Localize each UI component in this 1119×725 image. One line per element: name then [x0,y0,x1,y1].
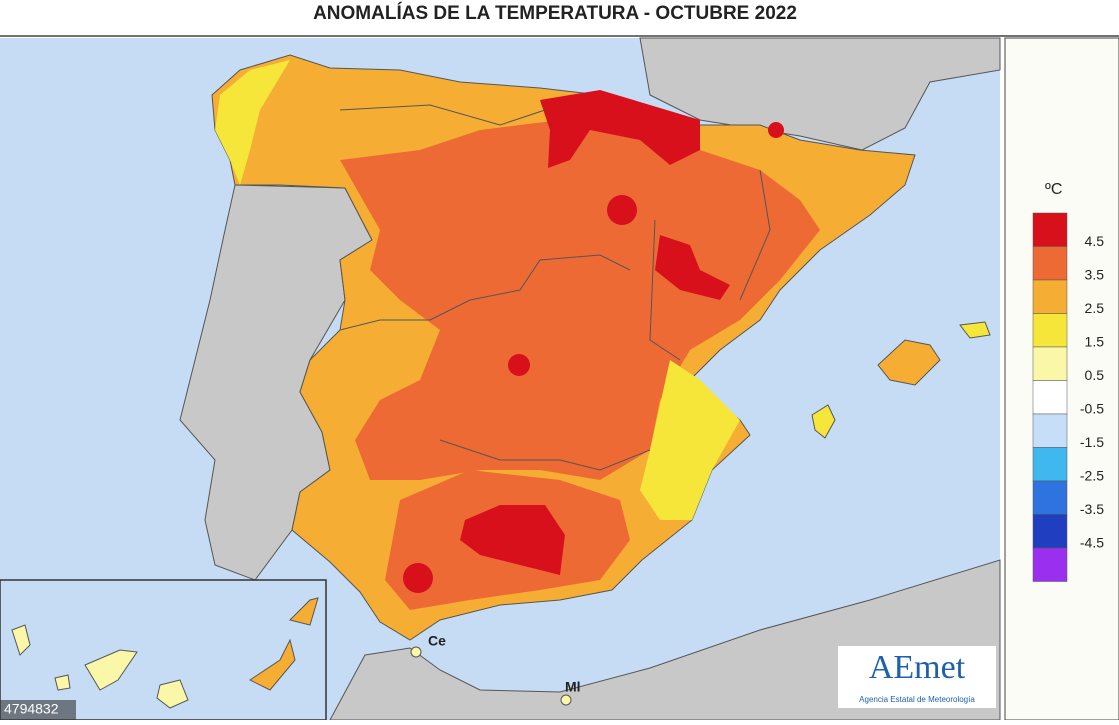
mallorca [877,339,941,386]
legend-label: -2.5 [1080,468,1104,484]
anomaly-4.5-sevilla [403,563,433,593]
africa [329,559,1001,721]
place-label: Ml [565,679,581,695]
logo-text: AEmet [869,649,966,686]
legend-label: 3.5 [1085,267,1105,283]
region-borders [339,104,771,471]
melilla-marker [560,694,572,706]
watermark-bg [0,700,76,720]
france [639,37,1001,151]
island [289,597,319,626]
legend-label: 0.5 [1085,367,1105,383]
legend-label: -0.5 [1080,401,1104,417]
legend-swatch [1032,480,1068,515]
legend-swatch [1032,547,1068,582]
legend-swatch [1032,279,1068,314]
legend-label: 2.5 [1085,300,1105,316]
map: Ce Ml AEmet Agencia Estatal de Meteorolo… [0,37,1001,721]
legend-swatch [1032,212,1068,247]
anomaly-1.5-east [640,360,740,520]
legend-label: 1.5 [1085,334,1105,350]
logo-box [838,646,996,708]
anomaly-1.5-galicia [215,60,290,185]
legend-unit: ºC [1045,181,1062,198]
island [11,624,31,656]
island [156,679,189,709]
anomaly-4.5-spot [607,195,637,225]
logo-subtitle: Agencia Estatal de Meteorología [859,695,975,704]
anomaly-3.5 [340,120,820,480]
legend-swatch [1032,413,1068,448]
anomaly-4.5-madrid [508,354,530,376]
legend-swatch [1032,447,1068,482]
place-label: Ce [428,633,446,649]
watermark: 4794832 [4,701,59,717]
island [84,649,138,691]
ibiza [811,404,836,439]
anomaly-4.5-andalucia [460,505,565,575]
legend-label: 4.5 [1085,233,1105,249]
anomaly-4.5-ebro [655,235,730,300]
legend-label: -1.5 [1080,434,1104,450]
legend-label: -3.5 [1080,501,1104,517]
legend: 4.5 3.5 2.5 1.5 0.5 -0.5 -1.5 -2.5 -3.5 -4.5 [1032,212,1105,582]
legend-swatch [1032,246,1068,281]
title: ANOMALÍAS DE LA TEMPERATURA - OCTUBRE 20… [313,2,797,24]
legend-swatch [1032,380,1068,415]
anomaly-4.5-north [540,90,700,168]
legend-swatch [1032,313,1068,348]
legend-swatch [1032,514,1068,549]
island [54,674,71,691]
anomaly-4.5-catalonia [768,122,784,138]
legend-swatch [1032,346,1068,381]
island [249,638,296,691]
menorca [959,321,991,339]
legend-label: -4.5 [1080,535,1104,551]
ceuta-marker [410,646,422,658]
